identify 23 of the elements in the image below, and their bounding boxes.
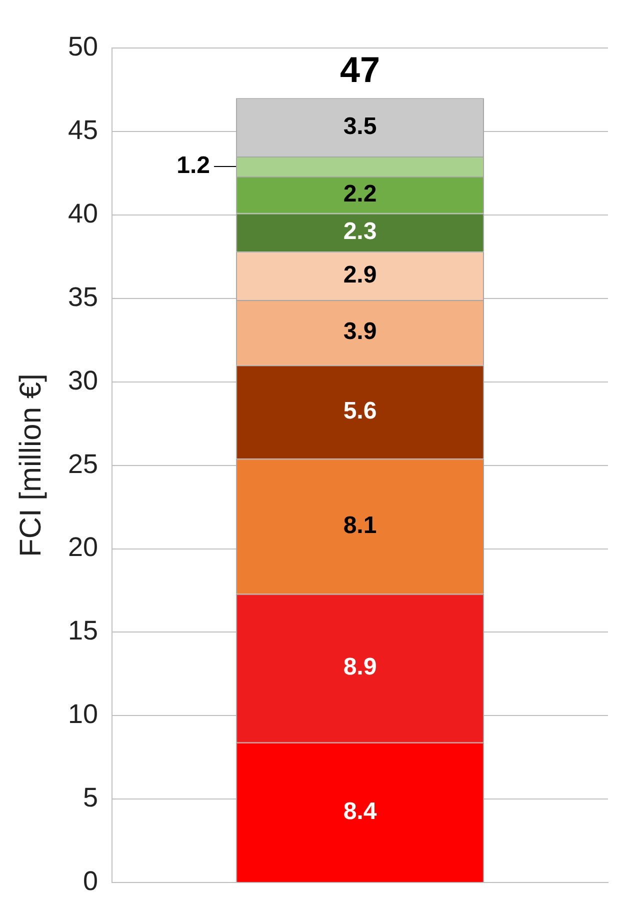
data-label: 1.2 [176, 152, 210, 180]
data-label: 8.1 [343, 512, 377, 539]
data-label: 3.5 [343, 112, 377, 140]
data-label: 2.9 [343, 261, 377, 288]
y-tick-label: 25 [68, 448, 98, 479]
y-tick-label: 45 [68, 114, 98, 145]
data-label: 8.9 [343, 654, 377, 681]
y-tick-label: 10 [68, 699, 98, 730]
y-tick-label: 5 [83, 782, 98, 813]
data-label: 3.9 [343, 318, 377, 346]
total-label: 47 [340, 49, 380, 90]
y-tick-label: 40 [68, 198, 98, 228]
data-label: 8.4 [343, 798, 378, 825]
y-tick-label: 0 [83, 866, 98, 896]
data-label: 5.6 [343, 398, 377, 425]
data-label: 2.3 [343, 218, 377, 246]
y-tick-label: 35 [68, 282, 98, 312]
y-tick-label: 30 [68, 365, 98, 396]
y-tick-label: 50 [68, 31, 98, 62]
y-axis-title: FCI [million €] [14, 374, 48, 557]
data-label: 2.2 [343, 180, 377, 208]
y-tick-label: 20 [68, 532, 98, 562]
y-tick-label: 15 [68, 616, 98, 646]
